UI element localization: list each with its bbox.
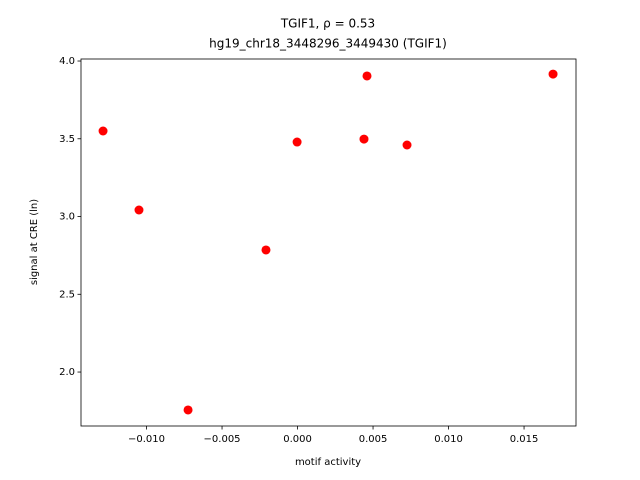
point	[183, 405, 193, 415]
plot-frame	[80, 58, 577, 427]
x-tick-label: −0.005	[204, 434, 241, 445]
point	[261, 245, 271, 255]
x-axis-label: motif activity	[295, 457, 361, 468]
x-tick-label: 0.015	[510, 434, 539, 445]
chart-subtitle: hg19_chr18_3448296_3449430 (TGIF1)	[209, 37, 447, 51]
point	[362, 71, 372, 81]
y-tick-label: 3.5	[59, 134, 75, 145]
point	[402, 140, 412, 150]
y-tick-label: 3.0	[59, 212, 75, 223]
x-tick-label: 0.000	[283, 434, 312, 445]
y-tick-label: 2.5	[59, 289, 75, 300]
point	[359, 134, 369, 144]
point	[134, 205, 144, 215]
x-tick-label: 0.005	[359, 434, 388, 445]
x-tick-label: −0.010	[128, 434, 165, 445]
point	[98, 126, 108, 136]
point	[548, 69, 558, 79]
point	[292, 137, 302, 147]
x-tick-label: 0.010	[434, 434, 463, 445]
chart-title: TGIF1, ρ = 0.53	[280, 17, 375, 31]
y-axis-label: signal at CRE (ln)	[29, 199, 40, 285]
y-tick-label: 2.0	[59, 367, 75, 378]
y-tick-label: 4.0	[59, 56, 75, 67]
